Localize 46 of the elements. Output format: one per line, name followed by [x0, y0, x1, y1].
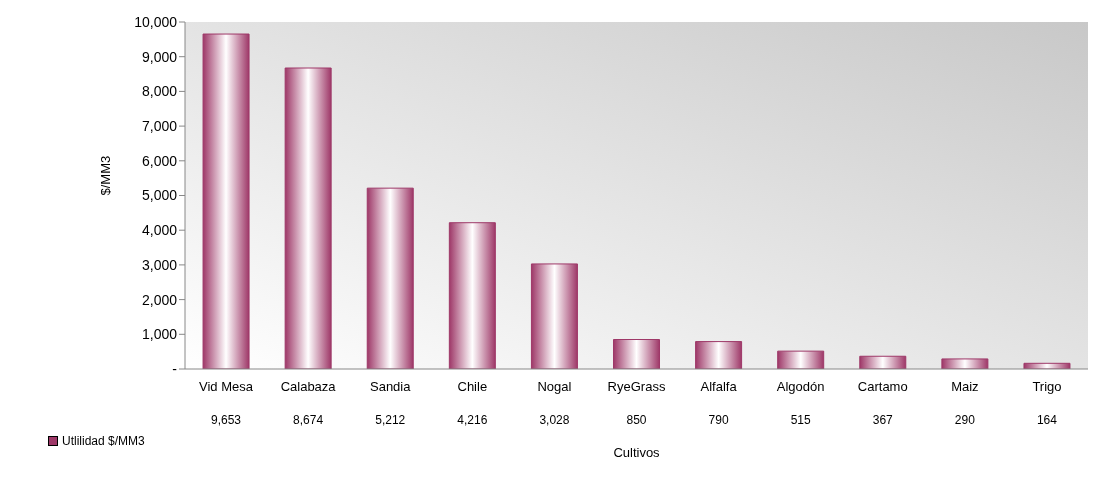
bar	[941, 358, 989, 369]
y-tick-label: 2,000	[141, 291, 178, 308]
bar	[202, 33, 250, 369]
x-tick-label: RyeGrass	[607, 379, 666, 394]
bar	[448, 222, 496, 369]
y-tick-label: 8,000	[141, 83, 178, 100]
legend-label: Utlilidad $/MM3	[62, 434, 145, 448]
data-label: 8,674	[293, 413, 324, 427]
x-tick-label: Nogal	[537, 379, 572, 394]
data-label: 5,212	[375, 413, 406, 427]
y-tick-label: 5,000	[141, 187, 178, 204]
x-tick-label: Calabaza	[280, 379, 337, 394]
data-label: 164	[1036, 413, 1058, 427]
x-tick-label: Sandia	[369, 379, 412, 394]
x-tick-label: Cartamo	[857, 379, 908, 394]
x-tick-label: Algodón	[776, 379, 825, 394]
bar	[284, 67, 332, 369]
bar	[859, 355, 907, 369]
y-tick-label: 1,000	[141, 326, 178, 343]
data-label: 850	[626, 413, 647, 427]
data-label: 790	[708, 413, 729, 427]
y-tick-label: 4,000	[141, 222, 178, 239]
y-tick-label: 7,000	[141, 118, 178, 135]
x-tick-label: Trigo	[1032, 379, 1062, 394]
data-label: 3,028	[539, 413, 570, 427]
data-label: 4,216	[457, 413, 488, 427]
y-tick-label: -	[172, 360, 178, 377]
x-tick-label: Vid Mesa	[199, 379, 254, 394]
y-tick-label: 9,000	[141, 48, 178, 65]
x-tick-label: Maiz	[951, 379, 979, 394]
bar	[530, 263, 578, 369]
x-tick-label: Alfalfa	[700, 379, 738, 394]
y-tick-label: 3,000	[141, 256, 178, 273]
bar	[613, 339, 661, 369]
data-label: 367	[872, 413, 894, 427]
y-tick-label: 6,000	[141, 152, 178, 169]
x-tick-label: Chile	[457, 379, 488, 394]
bar	[366, 187, 414, 369]
data-label: 9,653	[211, 413, 242, 427]
y-axis-title: $/MM3	[97, 155, 113, 196]
data-label: 515	[790, 413, 812, 427]
data-label: 290	[954, 413, 976, 427]
bar	[695, 341, 743, 369]
y-tick-label: 10,000	[134, 13, 178, 30]
x-axis-title: Cultivos	[613, 445, 661, 460]
bar	[777, 350, 825, 369]
